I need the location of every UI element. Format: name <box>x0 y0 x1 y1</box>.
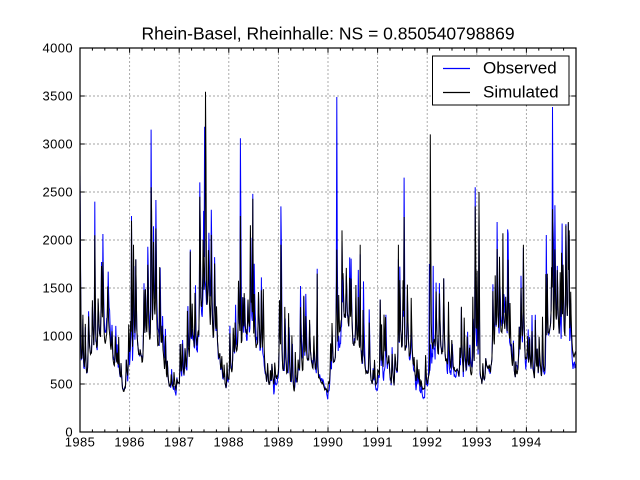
svg-text:1994: 1994 <box>511 435 542 450</box>
svg-text:2500: 2500 <box>42 185 73 200</box>
svg-text:4000: 4000 <box>42 41 73 56</box>
svg-text:1993: 1993 <box>462 435 493 450</box>
svg-text:0: 0 <box>65 425 73 440</box>
svg-text:500: 500 <box>50 377 73 392</box>
svg-text:1989: 1989 <box>263 435 294 450</box>
svg-text:1985: 1985 <box>65 435 96 450</box>
svg-text:1000: 1000 <box>42 329 73 344</box>
svg-text:1987: 1987 <box>164 435 195 450</box>
svg-text:Simulated: Simulated <box>483 83 559 102</box>
svg-text:3500: 3500 <box>42 89 73 104</box>
svg-text:Observed: Observed <box>483 59 557 78</box>
svg-text:Rhein-Basel, Rheinhalle: NS =: Rhein-Basel, Rheinhalle: NS = 0.85054079… <box>141 24 514 44</box>
svg-text:1991: 1991 <box>362 435 393 450</box>
svg-text:3000: 3000 <box>42 137 73 152</box>
svg-text:2000: 2000 <box>42 233 73 248</box>
svg-text:1992: 1992 <box>412 435 443 450</box>
svg-text:1988: 1988 <box>214 435 245 450</box>
svg-text:1500: 1500 <box>42 281 73 296</box>
svg-text:1986: 1986 <box>114 435 145 450</box>
svg-text:1990: 1990 <box>313 435 344 450</box>
